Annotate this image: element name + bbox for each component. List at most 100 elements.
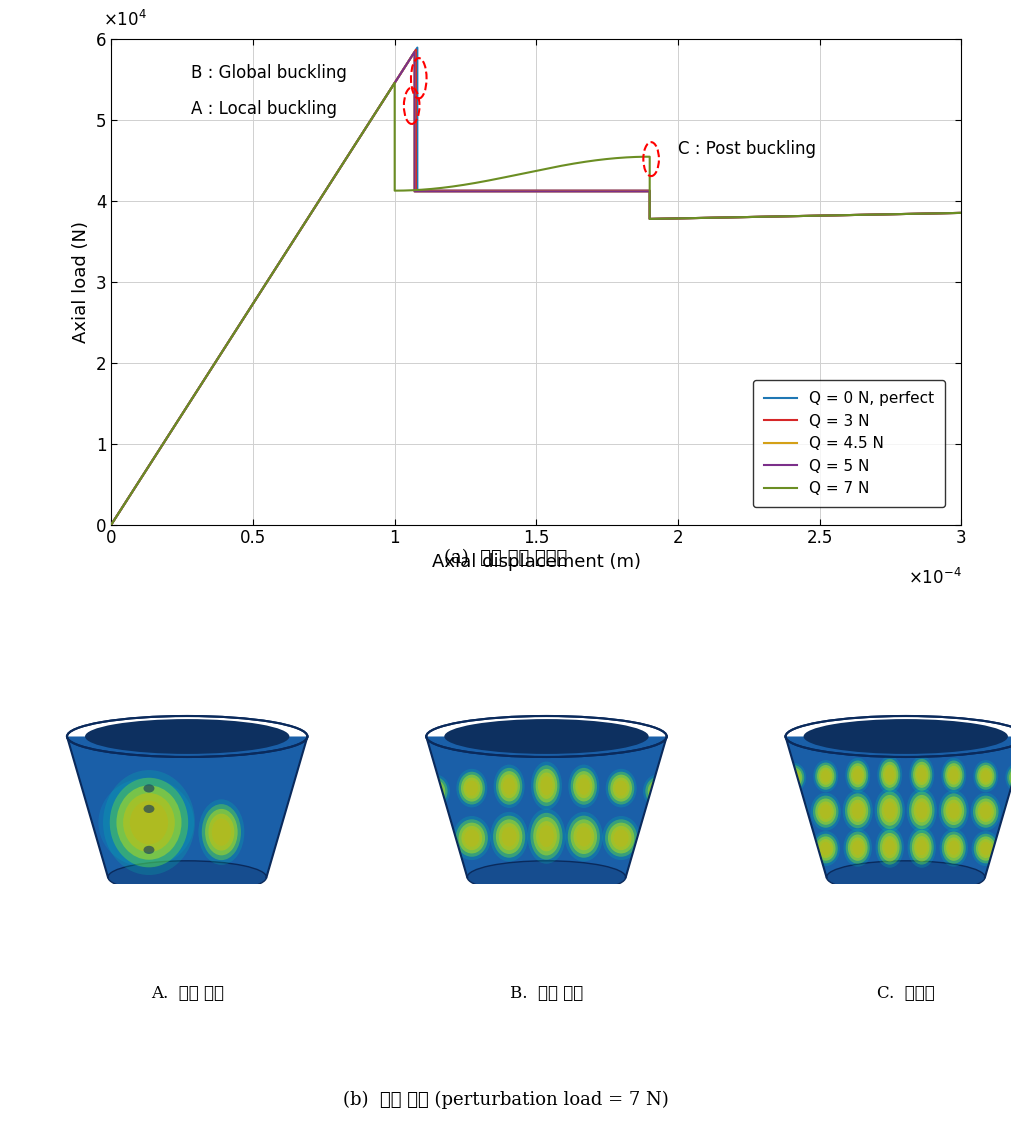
Ellipse shape bbox=[820, 770, 830, 783]
Ellipse shape bbox=[427, 832, 442, 848]
Ellipse shape bbox=[850, 766, 863, 785]
Ellipse shape bbox=[975, 763, 995, 790]
Ellipse shape bbox=[784, 839, 803, 861]
Ellipse shape bbox=[847, 835, 866, 861]
Q = 4.5 N bbox=[402, 54, 415, 68]
Y-axis label: Axial load (N): Axial load (N) bbox=[72, 221, 90, 343]
Ellipse shape bbox=[881, 761, 898, 787]
Ellipse shape bbox=[817, 802, 833, 822]
Q = 3 N bbox=[674, 212, 686, 226]
Ellipse shape bbox=[208, 813, 235, 851]
Ellipse shape bbox=[1005, 836, 1011, 863]
Q = 3 N bbox=[348, 140, 360, 153]
Ellipse shape bbox=[458, 822, 484, 854]
Ellipse shape bbox=[144, 846, 155, 854]
Ellipse shape bbox=[567, 816, 600, 857]
Ellipse shape bbox=[914, 765, 927, 785]
Ellipse shape bbox=[650, 832, 665, 848]
Ellipse shape bbox=[201, 804, 241, 861]
Ellipse shape bbox=[498, 823, 519, 851]
Ellipse shape bbox=[815, 799, 835, 825]
Ellipse shape bbox=[467, 861, 625, 893]
Ellipse shape bbox=[881, 799, 897, 822]
Ellipse shape bbox=[911, 832, 931, 862]
Ellipse shape bbox=[461, 775, 482, 802]
Ellipse shape bbox=[495, 819, 522, 854]
Q = 7 N bbox=[954, 206, 967, 220]
Ellipse shape bbox=[915, 802, 927, 819]
Ellipse shape bbox=[533, 765, 559, 807]
Ellipse shape bbox=[645, 827, 671, 854]
Q = 5 N bbox=[295, 221, 307, 235]
Ellipse shape bbox=[938, 829, 967, 866]
Q = 4.5 N bbox=[674, 212, 686, 226]
Ellipse shape bbox=[85, 719, 289, 754]
Ellipse shape bbox=[608, 822, 634, 854]
Ellipse shape bbox=[883, 802, 895, 819]
Ellipse shape bbox=[975, 799, 995, 825]
Ellipse shape bbox=[1003, 834, 1011, 866]
Ellipse shape bbox=[942, 796, 963, 825]
Q = 7 N bbox=[302, 211, 314, 224]
Q = 0 N, perfect bbox=[349, 138, 361, 151]
Ellipse shape bbox=[846, 796, 867, 825]
Q = 5 N bbox=[674, 212, 686, 226]
Ellipse shape bbox=[533, 817, 559, 855]
Ellipse shape bbox=[810, 793, 840, 830]
Ellipse shape bbox=[416, 821, 453, 860]
Ellipse shape bbox=[577, 777, 589, 795]
Ellipse shape bbox=[1008, 767, 1011, 787]
Ellipse shape bbox=[198, 800, 244, 865]
Ellipse shape bbox=[605, 769, 636, 808]
Ellipse shape bbox=[531, 761, 561, 810]
Q = 4.5 N bbox=[408, 45, 421, 59]
Ellipse shape bbox=[777, 795, 808, 830]
Ellipse shape bbox=[884, 767, 894, 782]
Q = 3 N bbox=[409, 43, 422, 56]
Text: B : Global buckling: B : Global buckling bbox=[190, 64, 346, 82]
Ellipse shape bbox=[527, 809, 565, 864]
Ellipse shape bbox=[98, 778, 194, 867]
Ellipse shape bbox=[778, 834, 807, 866]
Ellipse shape bbox=[652, 784, 664, 797]
Ellipse shape bbox=[842, 790, 871, 831]
Ellipse shape bbox=[493, 765, 524, 808]
Ellipse shape bbox=[608, 772, 634, 804]
Ellipse shape bbox=[497, 772, 520, 801]
Ellipse shape bbox=[979, 804, 991, 819]
Ellipse shape bbox=[947, 840, 958, 855]
Q = 7 N bbox=[462, 177, 474, 191]
Ellipse shape bbox=[943, 835, 962, 861]
Q = 3 N bbox=[112, 506, 124, 520]
Ellipse shape bbox=[205, 809, 238, 855]
Ellipse shape bbox=[780, 836, 805, 863]
Ellipse shape bbox=[572, 772, 594, 801]
Ellipse shape bbox=[913, 799, 929, 822]
Ellipse shape bbox=[570, 819, 596, 854]
Ellipse shape bbox=[108, 861, 266, 893]
Ellipse shape bbox=[948, 768, 957, 782]
Ellipse shape bbox=[884, 839, 895, 855]
Ellipse shape bbox=[501, 827, 517, 846]
Ellipse shape bbox=[612, 777, 629, 799]
Ellipse shape bbox=[945, 837, 960, 858]
Line: Q = 5 N: Q = 5 N bbox=[111, 52, 960, 525]
Q = 7 N bbox=[105, 518, 117, 531]
Ellipse shape bbox=[783, 801, 804, 825]
Ellipse shape bbox=[1006, 765, 1011, 790]
Ellipse shape bbox=[458, 772, 484, 804]
Line: Q = 3 N: Q = 3 N bbox=[111, 50, 960, 525]
Ellipse shape bbox=[916, 767, 926, 782]
Ellipse shape bbox=[826, 861, 984, 893]
Ellipse shape bbox=[780, 799, 806, 828]
Ellipse shape bbox=[611, 826, 631, 851]
Ellipse shape bbox=[530, 813, 562, 860]
Ellipse shape bbox=[613, 829, 628, 847]
Ellipse shape bbox=[647, 779, 668, 803]
Text: A : Local buckling: A : Local buckling bbox=[190, 100, 337, 117]
Ellipse shape bbox=[789, 772, 798, 783]
Q = 3 N bbox=[105, 518, 117, 531]
Ellipse shape bbox=[605, 819, 637, 857]
Ellipse shape bbox=[980, 841, 990, 855]
Text: $\times10^{-4}$: $\times10^{-4}$ bbox=[907, 569, 960, 589]
